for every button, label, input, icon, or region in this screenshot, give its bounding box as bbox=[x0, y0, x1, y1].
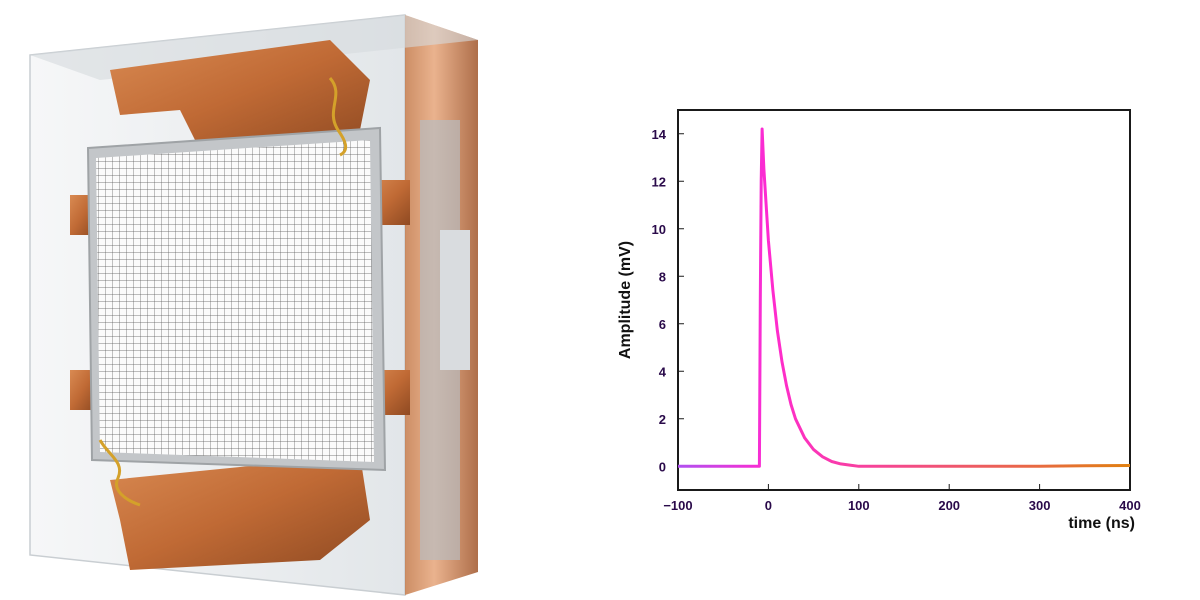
x-axis-label: time (ns) bbox=[1068, 515, 1135, 532]
sensor-array-illustration bbox=[29, 14, 478, 596]
plot-frame bbox=[677, 109, 1131, 491]
y-axis: 0 2 4 6 8 10 12 14 bbox=[652, 127, 684, 474]
y-tick-label: 10 bbox=[652, 222, 666, 237]
x-axis: −100 0 100 200 300 400 bbox=[663, 484, 1141, 513]
x-tick-label: 400 bbox=[1119, 498, 1141, 513]
y-tick-label: 0 bbox=[659, 459, 666, 474]
y-tick-label: 2 bbox=[659, 412, 666, 427]
x-tick-label: 100 bbox=[848, 498, 870, 513]
bond-wires bbox=[98, 77, 348, 507]
y-axis-label: Amplitude (mV) bbox=[617, 241, 634, 359]
side-edge-detail bbox=[420, 120, 470, 560]
x-tick-label: −100 bbox=[663, 498, 692, 513]
y-tick-label: 14 bbox=[652, 127, 667, 142]
copper-traces bbox=[70, 40, 410, 570]
sensor-grid bbox=[86, 126, 387, 472]
y-tick-label: 6 bbox=[659, 317, 666, 332]
y-tick-label: 12 bbox=[652, 174, 666, 189]
waveform-trace bbox=[678, 127, 1131, 468]
y-tick-label: 4 bbox=[659, 364, 667, 379]
x-tick-label: 200 bbox=[938, 498, 960, 513]
x-tick-label: 0 bbox=[765, 498, 772, 513]
x-tick-label: 300 bbox=[1029, 498, 1051, 513]
waveform-chart: 0 2 4 6 8 10 12 14 −100 0 100 200 300 400 Amplitude … bbox=[617, 109, 1141, 532]
y-tick-label: 8 bbox=[659, 269, 666, 284]
